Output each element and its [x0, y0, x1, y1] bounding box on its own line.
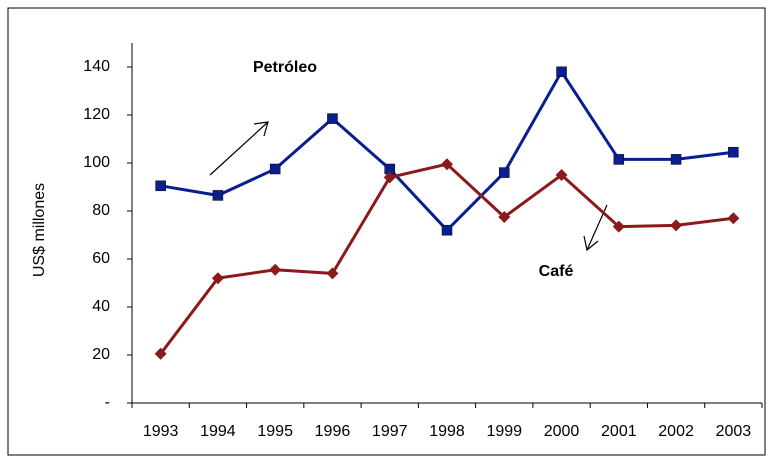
marker: [670, 219, 683, 232]
marker: [269, 163, 281, 175]
marker: [155, 180, 166, 192]
arrow: [209, 121, 269, 176]
x-tick-label: 2003: [716, 423, 752, 440]
marker: [327, 113, 338, 124]
x-tick-label: 1993: [143, 423, 179, 440]
marker: [613, 154, 625, 165]
arrow-head: [583, 235, 599, 252]
marker: [499, 167, 510, 178]
x-tick-label: 2002: [658, 423, 694, 440]
x-tick-label: 1998: [429, 423, 465, 440]
y-tick-label: 60: [92, 250, 110, 267]
x-tick-label: 1999: [486, 423, 522, 440]
y-tick-label: 20: [92, 346, 110, 363]
marker: [670, 154, 682, 165]
y-tick-label: 100: [83, 154, 110, 171]
y-tick-label: 80: [92, 202, 110, 219]
x-tick-label: 1997: [372, 423, 408, 440]
annotation: Petróleo: [253, 59, 317, 76]
marker: [555, 169, 568, 181]
y-tick-label: -: [105, 394, 110, 411]
marker: [498, 211, 511, 223]
x-tick-label: 1995: [257, 423, 293, 440]
y-tick-label: 140: [83, 58, 110, 75]
marker: [212, 190, 224, 201]
x-tick-label: 1996: [315, 423, 351, 440]
y-tick-label: 120: [83, 106, 110, 123]
x-tick-label: 1994: [200, 423, 236, 440]
marker: [556, 66, 567, 78]
marker: [154, 347, 167, 360]
marker: [441, 224, 453, 236]
marker: [211, 272, 224, 285]
marker: [383, 171, 396, 184]
x-tick-label: 2001: [601, 423, 637, 440]
y-axis-label: US$ millones: [31, 183, 48, 277]
marker: [269, 263, 282, 276]
annotation: Café: [539, 263, 574, 280]
marker: [612, 220, 625, 233]
arrow-head: [253, 121, 269, 137]
x-tick-label: 2000: [544, 423, 580, 440]
marker: [441, 158, 453, 171]
chart-frame: [7, 7, 766, 456]
marker: [727, 212, 740, 225]
marker: [728, 146, 739, 158]
y-tick-label: 40: [92, 298, 110, 315]
marker: [326, 267, 339, 280]
